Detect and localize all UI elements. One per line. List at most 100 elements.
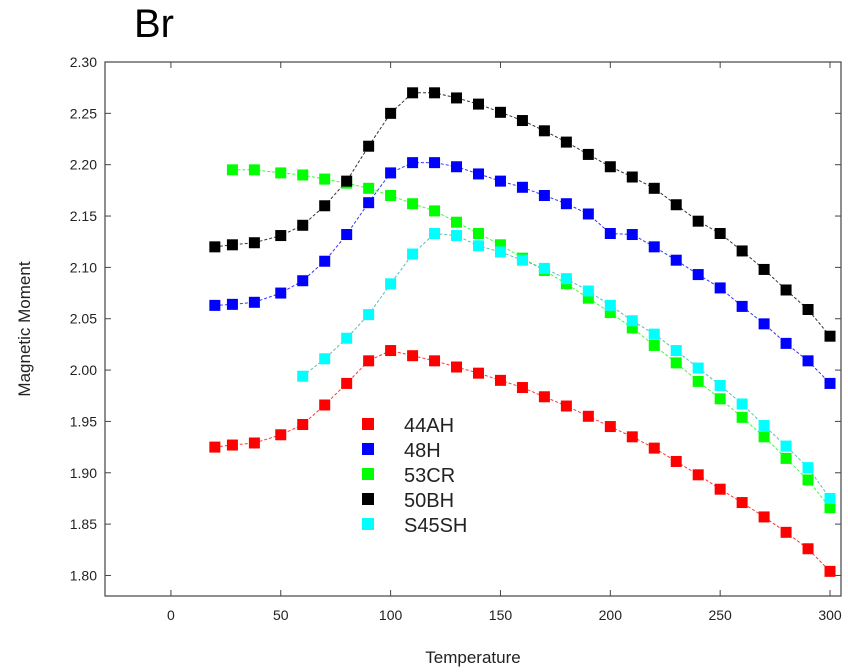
data-point-50bh [363, 140, 375, 152]
data-point-44ah [451, 361, 463, 373]
data-point-48h [341, 229, 353, 241]
data-point-48h [319, 255, 331, 267]
data-point-48h [538, 190, 550, 201]
data-point-44ah [692, 469, 704, 481]
y-tick-label: 2.10 [70, 259, 97, 275]
data-point-50bh [319, 200, 331, 212]
data-point-48h [516, 181, 528, 193]
data-point-44ah [385, 345, 397, 357]
legend-label-50bh: 50BH [404, 490, 454, 512]
data-point-s45sh [736, 398, 748, 410]
data-point-s45sh [648, 328, 660, 340]
data-point-s45sh [692, 362, 704, 374]
data-point-48h [429, 157, 441, 169]
data-point-44ah [341, 377, 353, 389]
data-point-50bh [824, 330, 836, 342]
data-point-44ah [582, 410, 594, 422]
data-point-48h [648, 241, 660, 253]
data-point-44ah [604, 421, 616, 433]
data-point-53cr [824, 502, 836, 514]
data-point-s45sh [385, 278, 397, 290]
data-point-50bh [560, 136, 572, 148]
data-point-s45sh [407, 248, 419, 260]
y-axis-label: Magnetic Moment [15, 261, 34, 396]
data-point-50bh [758, 263, 770, 275]
x-tick-label: 0 [167, 607, 175, 623]
data-point-44ah [275, 429, 287, 441]
data-point-s45sh [494, 246, 506, 258]
data-point-48h [209, 299, 221, 311]
data-point-44ah [780, 526, 792, 538]
data-point-48h [714, 282, 726, 294]
series-line-53cr [232, 169, 831, 509]
data-point-s45sh [758, 420, 770, 432]
data-point-53cr [758, 431, 770, 443]
data-point-53cr [670, 357, 682, 369]
data-point-s45sh [429, 227, 441, 239]
data-point-48h [248, 296, 260, 308]
y-tick-label: 2.05 [70, 311, 97, 327]
data-point-s45sh [516, 254, 528, 266]
data-point-50bh [604, 161, 616, 173]
data-point-44ah [758, 511, 770, 523]
data-point-53cr [275, 167, 287, 179]
legend-swatch-48h [362, 443, 374, 455]
data-point-44ah [626, 431, 638, 443]
data-point-50bh [385, 107, 397, 119]
data-point-48h [363, 197, 375, 209]
data-point-48h [385, 167, 397, 179]
data-point-s45sh [780, 440, 792, 452]
data-point-s45sh [297, 370, 309, 382]
data-point-50bh [780, 284, 792, 296]
data-point-s45sh [363, 309, 375, 321]
data-point-44ah [560, 400, 572, 412]
data-point-53cr [714, 393, 726, 405]
y-tick-label: 2.20 [70, 157, 97, 173]
data-point-50bh [538, 125, 550, 137]
data-point-44ah [209, 441, 221, 453]
data-point-s45sh [538, 262, 550, 274]
data-point-50bh [275, 230, 287, 242]
data-point-53cr [802, 474, 814, 486]
data-point-50bh [407, 87, 419, 99]
data-point-44ah [736, 497, 748, 509]
data-point-50bh [472, 98, 484, 110]
legend-swatch-53cr [362, 468, 374, 480]
legend-label-44ah: 44AH [404, 415, 454, 437]
legend-swatch-s45sh [362, 518, 374, 530]
data-point-53cr [780, 452, 792, 464]
data-point-50bh [451, 92, 463, 104]
data-point-53cr [319, 173, 331, 185]
data-point-48h [582, 208, 594, 220]
data-point-48h [736, 300, 748, 312]
data-point-50bh [648, 182, 660, 194]
legend-swatch-50bh [362, 493, 374, 505]
legend-label-s45sh: S45SH [404, 515, 467, 537]
data-point-50bh [209, 241, 221, 253]
data-point-s45sh [824, 492, 836, 504]
data-point-48h [670, 254, 682, 266]
data-point-48h [226, 298, 238, 310]
data-point-44ah [538, 391, 550, 403]
legend-swatch-44ah [362, 418, 374, 430]
data-point-48h [824, 377, 836, 389]
data-point-48h [758, 318, 770, 330]
x-tick-label: 150 [489, 607, 513, 623]
y-tick-label: 1.90 [70, 465, 97, 481]
x-tick-label: 300 [818, 607, 842, 623]
legend: 44AH 48H 53CR 50BH S45SH [362, 415, 467, 537]
data-point-44ah [494, 374, 506, 386]
data-point-44ah [429, 355, 441, 367]
data-point-48h [560, 198, 572, 210]
data-point-50bh [692, 215, 704, 227]
data-point-48h [802, 355, 814, 367]
data-point-50bh [736, 245, 748, 257]
data-point-48h [407, 157, 419, 169]
data-point-44ah [670, 455, 682, 467]
data-point-50bh [626, 171, 638, 183]
x-tick-label: 100 [379, 607, 403, 623]
data-point-48h [604, 227, 616, 239]
data-point-53cr [472, 227, 484, 239]
data-point-48h [275, 287, 287, 299]
data-point-50bh [226, 239, 238, 251]
